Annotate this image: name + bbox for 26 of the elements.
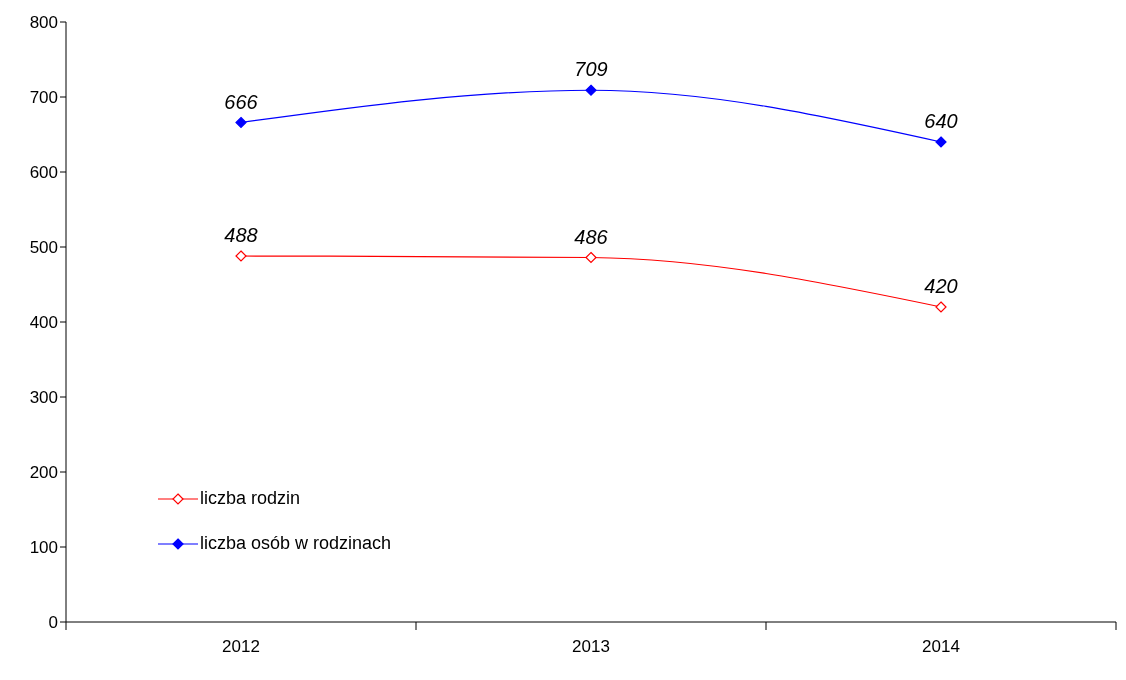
y-tick-label: 600	[29, 163, 58, 183]
data-label: 420	[924, 275, 958, 297]
point	[585, 84, 597, 96]
data-label: 640	[924, 110, 958, 132]
data-label: 709	[574, 58, 608, 81]
data-label: 666	[224, 90, 259, 113]
legend-label: liczba rodzin	[200, 488, 301, 509]
point	[935, 136, 947, 148]
y-tick-label: 300	[29, 388, 58, 408]
y-tick-label: 700	[29, 88, 58, 108]
y-tick-label: 200	[29, 463, 58, 483]
x-tick-label: 2014	[922, 637, 960, 656]
y-tick-label: 800	[29, 13, 58, 33]
x-tick-label: 2012	[222, 637, 260, 656]
legend-label: liczba osób w rodzinach	[200, 533, 392, 554]
y-tick-label: 100	[29, 538, 58, 558]
point	[235, 116, 247, 129]
y-tick-label: 0	[48, 613, 58, 633]
x-tick-label: 2013	[572, 637, 610, 656]
point	[585, 251, 597, 264]
y-tick-label: 500	[29, 238, 58, 258]
data-label: 486	[574, 225, 609, 248]
data-label: 488	[224, 224, 258, 246]
y-tick-label: 400	[29, 313, 58, 333]
point	[935, 301, 947, 313]
point	[235, 250, 247, 262]
